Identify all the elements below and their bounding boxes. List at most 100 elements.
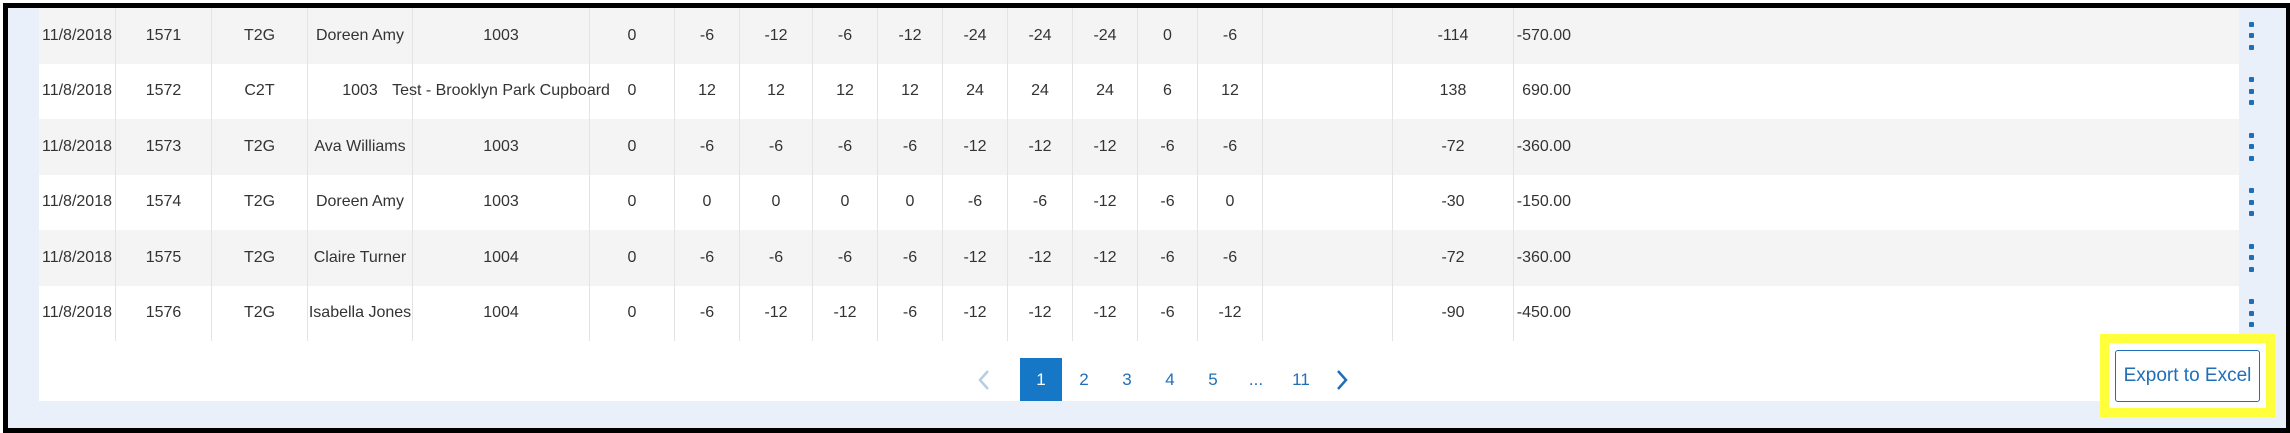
cell-col-i: -6 <box>1138 285 1198 341</box>
cell-type: T2G <box>212 119 308 175</box>
cell-col-g: -6 <box>1008 174 1073 230</box>
cell-type: T2G <box>212 230 308 286</box>
cell-total-qty: -30 <box>1393 174 1514 230</box>
kebab-menu-icon[interactable] <box>2244 21 2258 50</box>
screen-frame: 11/8/2018 1571 T2G Doreen Amy 1003 0 -6 -12 -6 -1… <box>3 3 2290 433</box>
cell-col-e: -6 <box>878 285 943 341</box>
table-row: 11/8/2018 1576 T2G Isabella Jones 1004 0 -6 -12… <box>39 285 2254 341</box>
page-button-5[interactable]: 5 <box>1208 369 1218 389</box>
cell-col-c: -6 <box>740 119 813 175</box>
kebab-menu-icon[interactable] <box>2244 132 2258 161</box>
cell-col-i: -6 <box>1138 230 1198 286</box>
kebab-menu-icon[interactable] <box>2244 188 2258 217</box>
cell-col-k <box>1263 230 1393 286</box>
cell-name: Ava Williams <box>308 119 413 175</box>
cell-col-a: 0 <box>590 8 675 64</box>
cell-col-a: 0 <box>590 63 675 119</box>
kebab-menu-icon[interactable] <box>2244 77 2258 106</box>
table-row: 11/8/2018 1572 C2T 1003 Test - Brooklyn Park… <box>39 63 2254 119</box>
page-button-3[interactable]: 3 <box>1122 369 1132 389</box>
pagination-ellipsis: ... <box>1248 369 1264 389</box>
cell-transaction-id: 1573 <box>116 119 212 175</box>
cell-amount: 690.00 <box>1522 82 1571 100</box>
page-button-11[interactable]: 11 <box>1292 369 1310 389</box>
cell-transaction-id: 1576 <box>116 285 212 341</box>
cell-col-c: -12 <box>740 8 813 64</box>
cell-col-e: -6 <box>878 230 943 286</box>
cell-total-qty: -72 <box>1393 119 1514 175</box>
cell-col-c: 12 <box>740 63 813 119</box>
cell-col-h: -12 <box>1073 230 1138 286</box>
cell-col-h: -12 <box>1073 285 1138 341</box>
cell-amount: -360.00 <box>1516 137 1571 155</box>
kebab-menu-icon[interactable] <box>2244 299 2258 328</box>
cell-name: Doreen Amy <box>308 174 413 230</box>
page-button-4[interactable]: 4 <box>1165 369 1175 389</box>
cell-col-f: -24 <box>943 8 1008 64</box>
cell-col-e: 12 <box>878 63 943 119</box>
cell-col-j: -6 <box>1198 230 1263 286</box>
cell-type: C2T <box>212 63 308 119</box>
cell-col-k <box>1263 174 1393 230</box>
cell-col-d: -6 <box>813 119 878 175</box>
cell-name: Claire Turner <box>308 230 413 286</box>
cell-location: 1003 <box>413 8 590 64</box>
cell-col-e: 0 <box>878 174 943 230</box>
cell-col-i: -6 <box>1138 174 1198 230</box>
cell-col-g: -12 <box>1008 230 1073 286</box>
cell-date: 11/8/2018 <box>39 8 116 64</box>
cell-location: 1003 <box>413 119 590 175</box>
chevron-right-icon[interactable] <box>1321 358 1363 401</box>
kebab-menu-icon[interactable] <box>2244 243 2258 272</box>
cell-col-b: 0 <box>675 174 740 230</box>
cell-col-c: 0 <box>740 174 813 230</box>
cell-transaction-id: 1572 <box>116 63 212 119</box>
cell-date: 11/8/2018 <box>39 230 116 286</box>
cell-location: Test - Brooklyn Park Cupboard <box>392 63 610 119</box>
cell-col-j: -12 <box>1198 285 1263 341</box>
cell-col-b: -6 <box>675 285 740 341</box>
cell-location: 1003 <box>413 174 590 230</box>
cell-col-i: 0 <box>1138 8 1198 64</box>
cell-amount: -570.00 <box>1516 26 1571 44</box>
table-row: 11/8/2018 1575 T2G Claire Turner 1004 0 -6 -6 -6… <box>39 230 2254 286</box>
cell-col-g: -24 <box>1008 8 1073 64</box>
cell-col-k <box>1263 63 1393 119</box>
cell-location: 1004 <box>413 285 590 341</box>
cell-date: 11/8/2018 <box>39 285 116 341</box>
cell-col-g: -12 <box>1008 285 1073 341</box>
page-button-2[interactable]: 2 <box>1079 369 1089 389</box>
cell-col-h: 24 <box>1073 63 1138 119</box>
cell-col-a: 0 <box>590 119 675 175</box>
cell-col-f: -6 <box>943 174 1008 230</box>
cell-name: Isabella Jones <box>308 285 413 341</box>
cell-date: 11/8/2018 <box>39 174 116 230</box>
table-row: 11/8/2018 1573 T2G Ava Williams 1003 0 -6 -6 -6-… <box>39 119 2254 175</box>
chevron-left-icon[interactable] <box>963 358 1005 401</box>
page-button-1[interactable]: 1 <box>1020 358 1062 401</box>
cell-type: T2G <box>212 174 308 230</box>
cell-col-c: -6 <box>740 230 813 286</box>
cell-col-h: -12 <box>1073 174 1138 230</box>
cell-col-b: -6 <box>675 8 740 64</box>
cell-col-i: -6 <box>1138 119 1198 175</box>
cell-col-k <box>1263 8 1393 64</box>
cell-amount: -450.00 <box>1516 304 1571 322</box>
cell-col-d: 0 <box>813 174 878 230</box>
cell-name: Doreen Amy <box>308 8 413 64</box>
table-row: 11/8/2018 1574 T2G Doreen Amy 1003 0 0 0 0 0 -6 -6-… <box>39 174 2254 230</box>
cell-col-j: -6 <box>1198 8 1263 64</box>
cell-col-h: -12 <box>1073 119 1138 175</box>
cell-col-j: -6 <box>1198 119 1263 175</box>
pagination: 1 2 3 4 5... 11 <box>39 358 2239 401</box>
cell-col-k <box>1263 119 1393 175</box>
export-to-excel-button[interactable]: Export to Excel <box>2115 349 2260 402</box>
cell-col-k <box>1263 285 1393 341</box>
cell-col-g: 24 <box>1008 63 1073 119</box>
cell-date: 11/8/2018 <box>39 63 116 119</box>
cell-col-f: -12 <box>943 230 1008 286</box>
cell-col-j: 12 <box>1198 63 1263 119</box>
export-highlight-box: Export to Excel <box>2100 334 2275 417</box>
cell-col-d: -6 <box>813 8 878 64</box>
cell-type: T2G <box>212 8 308 64</box>
